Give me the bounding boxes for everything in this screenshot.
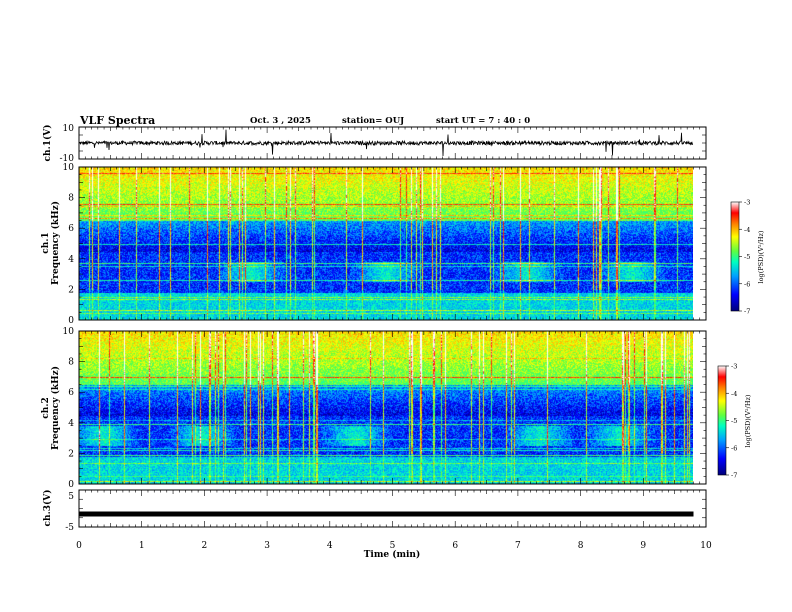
station-label: station= OUJ	[342, 116, 404, 126]
ch1-channel-label: ch.1	[41, 232, 51, 253]
frequency-tick-label: 0	[68, 316, 74, 326]
x-tick-label: 0	[76, 541, 82, 551]
frequency-tick-label: 8	[68, 358, 74, 368]
ch2-colorbar	[717, 365, 727, 476]
ch1-waveform-ticks	[78, 126, 707, 160]
ch3-waveform-ylabel: ch.3(V)	[42, 490, 53, 527]
colorbar-tick-label: -6	[731, 444, 737, 452]
ch2-channel-label: ch.2	[41, 397, 51, 418]
ch3-waveform-line	[79, 511, 694, 517]
ch3-ytick-top: 5	[68, 492, 74, 502]
colorbar-tick-label: -3	[731, 363, 737, 371]
frequency-tick-label: 2	[68, 285, 74, 295]
chart-title: VLF Spectra	[79, 114, 155, 127]
ch1-ytick-top: 10	[63, 124, 75, 134]
x-tick-label: 4	[327, 541, 333, 551]
colorbar-tick-label: -4	[731, 390, 737, 398]
frequency-tick-label: 10	[63, 163, 75, 173]
x-axis-label: Time (min)	[364, 549, 421, 560]
frequency-tick-label: 4	[68, 419, 74, 429]
ch1-colorbar-label: log(PSD)(V²/Hz)	[757, 230, 765, 283]
ch1-spectrogram-ticks	[78, 167, 707, 320]
colorbar-tick-label: -3	[744, 199, 750, 207]
colorbar-tick-label: -7	[731, 472, 737, 480]
frequency-tick-label: 2	[68, 449, 74, 459]
ch1-waveform-panel: 10 -10 ch.1(V)	[42, 124, 707, 164]
x-tick-label: 1	[139, 541, 145, 551]
ch2-spectrogram-image	[79, 331, 693, 484]
x-tick-label: 3	[264, 541, 270, 551]
frequency-tick-label: 10	[63, 327, 75, 337]
colorbar-tick-label: -5	[744, 253, 750, 261]
frequency-tick-label: 6	[68, 388, 74, 398]
ch1-waveform-line	[78, 129, 694, 157]
x-tick-label: 6	[452, 541, 458, 551]
start-ut-label: start UT = 7 : 40 : 0	[436, 116, 530, 126]
frequency-tick-label: 8	[68, 194, 74, 204]
colorbar-tick-label: -5	[731, 417, 737, 425]
ch2-colorbar-ticks: -3 -4 -5 -6 -7	[726, 363, 737, 480]
colorbar-tick-label: -6	[744, 280, 750, 288]
x-tick-label: 7	[515, 541, 521, 551]
date-label: Oct. 3 , 2025	[250, 116, 311, 126]
ch3-ytick-bottom: -5	[65, 523, 74, 533]
frequency-tick-label: 0	[68, 480, 74, 490]
x-axis-tick-labels: 0 1 2 3 4 5 6 7 8 9 10	[76, 541, 712, 551]
ch2-frequency-ticks: 0 2 4 6 8 10	[63, 327, 706, 490]
ch2-colorbar-label: log(PSD)(V²/Hz)	[744, 394, 752, 447]
x-tick-label: 9	[640, 541, 646, 551]
ch3-waveform-ticks	[78, 489, 707, 528]
ch1-frequency-ylabel: Frequency (kHz)	[50, 201, 61, 285]
colorbar-tick-label: -4	[744, 226, 750, 234]
x-tick-label: 8	[578, 541, 584, 551]
ch2-frequency-ylabel: Frequency (kHz)	[50, 366, 61, 450]
ch1-ytick-bottom: -10	[60, 154, 75, 164]
ch1-waveform-ylabel: ch.1(V)	[42, 125, 53, 162]
frequency-tick-label: 6	[68, 224, 74, 234]
ch3-waveform-panel: 5 -5 ch.3(V)	[42, 489, 707, 533]
ch1-colorbar-ticks: -3 -4 -5 -6 -7	[739, 199, 750, 316]
x-tick-label: 5	[390, 541, 396, 551]
ch1-frequency-ticks: 0 2 4 6 8 10	[63, 163, 706, 326]
frequency-tick-label: 4	[68, 255, 74, 265]
x-tick-label: 2	[202, 541, 208, 551]
ch2-spectrogram-ticks	[78, 331, 707, 484]
ch1-spectrogram-image	[79, 167, 693, 320]
x-tick-label: 10	[700, 541, 712, 551]
ch1-colorbar	[730, 201, 740, 312]
colorbar-tick-label: -7	[744, 308, 750, 316]
